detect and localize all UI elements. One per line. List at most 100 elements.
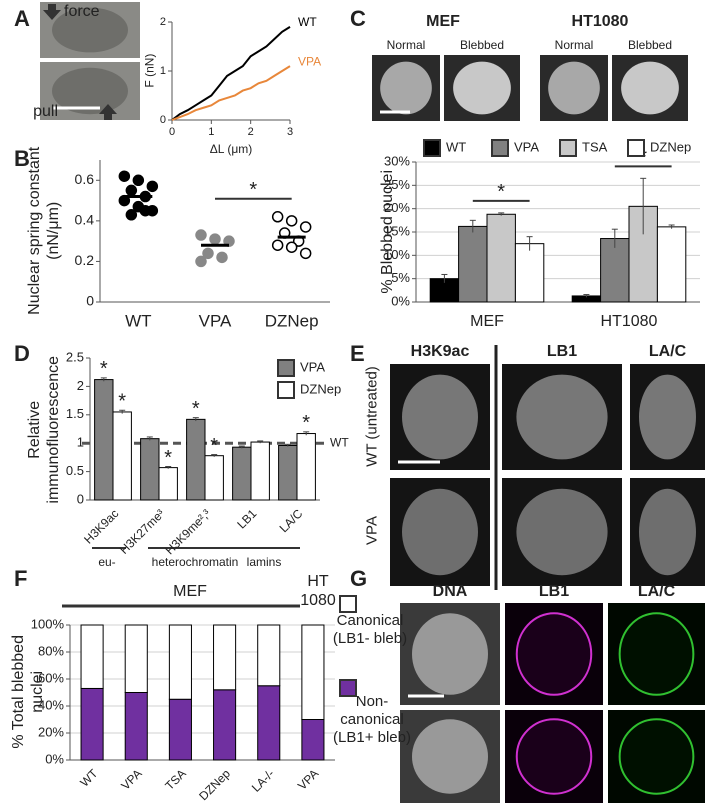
nucleus <box>380 61 432 115</box>
x-tick-label: VPA <box>295 766 321 792</box>
y-tick-label: 80% <box>38 643 64 658</box>
bar <box>656 226 687 303</box>
column-header: LA/C <box>649 343 687 360</box>
x-tick-label: MEF <box>470 313 504 330</box>
x-tick-label: H3K9me²,³ <box>162 506 213 557</box>
image-label: Blebbed <box>460 38 504 52</box>
significance: * <box>100 358 108 380</box>
nucleus <box>516 488 608 576</box>
bar-segment <box>213 624 237 691</box>
y-tick-label: 5% <box>391 270 410 285</box>
legend-label: DZNep <box>300 381 341 396</box>
x-tick-label: 0 <box>169 126 175 138</box>
data-point <box>118 170 131 182</box>
arrow <box>43 4 61 20</box>
y-tick-label: 0% <box>391 293 410 308</box>
bar-segment <box>124 624 148 693</box>
y-tick-label: 60% <box>38 670 64 685</box>
data-point <box>285 241 298 253</box>
data-point <box>216 251 228 264</box>
image-label: Normal <box>555 38 594 52</box>
column-header: LA/C <box>638 583 676 600</box>
bar <box>232 446 252 501</box>
data-point <box>195 229 207 241</box>
y-tick-label: 1 <box>160 65 166 77</box>
y-tick-label: 30% <box>384 153 410 168</box>
bar <box>112 411 132 501</box>
column-header: LB1 <box>539 583 569 600</box>
bar <box>278 444 298 501</box>
y-tick-label: 0 <box>77 491 84 506</box>
nucleus <box>453 61 511 115</box>
legend-swatch <box>423 139 441 157</box>
bar-segment <box>124 692 148 761</box>
y-tick-label: 40% <box>38 697 64 712</box>
data-point <box>209 233 221 245</box>
y-tick-label: 0.6 <box>75 171 95 187</box>
data-point <box>285 215 298 227</box>
legend-label: VPA <box>300 359 325 374</box>
significance: * <box>164 447 172 469</box>
data-point <box>271 239 284 251</box>
significance: * <box>118 391 126 413</box>
y-tick-label: 1 <box>77 435 84 450</box>
bar-segment <box>301 624 325 720</box>
nucleus <box>639 374 696 460</box>
legend-swatch <box>339 595 357 613</box>
reference-label: WT <box>330 435 349 449</box>
y-tick-label: 25% <box>384 177 410 192</box>
nucleus <box>402 374 478 460</box>
x-tick-label: VPA <box>199 311 232 330</box>
data-point <box>202 247 214 260</box>
data-point <box>125 209 138 221</box>
annotation: force <box>64 3 100 20</box>
panel-letter: F <box>14 566 27 591</box>
bar-segment <box>168 624 192 700</box>
series-label: WT <box>298 15 317 29</box>
column-header: MEF <box>426 13 460 30</box>
bar-segment <box>257 685 281 761</box>
significance: * <box>302 412 310 434</box>
significance: * <box>639 147 647 169</box>
legend-swatch <box>277 359 295 377</box>
data-line <box>171 26 291 121</box>
group-label: heterochromatin <box>152 555 239 569</box>
bar <box>296 433 316 501</box>
data-point <box>299 247 312 260</box>
bar-segment <box>257 624 281 687</box>
data-line <box>171 65 291 121</box>
bar-segment <box>168 698 192 761</box>
significance: * <box>249 179 257 201</box>
group-label: eu- <box>98 555 115 569</box>
panel-letter: G <box>350 566 367 591</box>
x-tick-label: LA-/- <box>249 766 277 794</box>
panel-letter: A <box>14 6 30 31</box>
legend-label: VPA <box>514 139 539 154</box>
nucleus <box>618 612 695 696</box>
x-tick-label: WT <box>77 766 101 790</box>
bar <box>628 205 658 303</box>
nucleus <box>639 488 696 576</box>
nucleus <box>621 61 679 115</box>
significance: * <box>497 181 505 203</box>
data-point <box>271 211 284 223</box>
data-point <box>139 204 152 217</box>
y-tick-label: 15% <box>384 223 410 238</box>
image-label: Normal <box>387 38 426 52</box>
column-header: H3K9ac <box>411 343 470 360</box>
bar-segment <box>80 624 104 689</box>
data-point <box>125 184 138 197</box>
nucleus <box>52 7 128 53</box>
y-tick-label: 20% <box>384 200 410 215</box>
bar-segment <box>80 687 104 761</box>
legend-swatch <box>339 679 357 697</box>
x-tick-label: 1 <box>208 126 214 138</box>
nucleus <box>618 718 695 795</box>
y-tick-label: 0.2 <box>75 252 95 268</box>
bar <box>458 225 488 303</box>
bar-segment <box>301 719 325 761</box>
panel-letter: E <box>350 341 365 366</box>
y-tick-label: 2.5 <box>66 349 84 364</box>
x-tick-label: 3 <box>287 126 293 138</box>
x-tick-label: VPA <box>118 766 144 792</box>
